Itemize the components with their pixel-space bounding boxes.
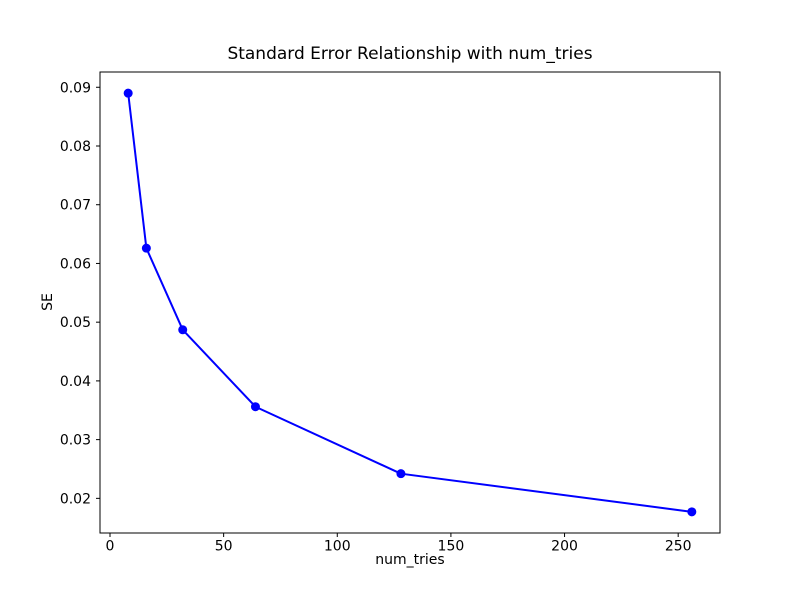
x-tick-label: 250 [665,539,692,555]
y-tick-label: 0.07 [60,198,91,214]
data-point-marker [178,325,188,335]
data-point-marker [141,243,151,253]
x-tick-label: 0 [106,539,115,555]
data-point-marker [250,402,260,412]
axes-frame [99,71,721,534]
y-tick-label: 0.04 [60,374,91,390]
x-tick-label: 50 [215,539,233,555]
y-tick-label: 0.02 [60,491,91,507]
y-tick-label: 0.06 [60,256,91,272]
series-line [127,92,693,513]
data-point-marker [396,469,406,479]
data-point-marker [687,507,697,517]
y-tick-label: 0.03 [60,433,91,449]
x-axis-label: num_tries [375,552,445,568]
data-point-marker [123,88,133,98]
y-tick-label: 0.08 [60,139,91,155]
chart-title: Standard Error Relationship with num_tri… [227,44,593,64]
y-tick-label: 0.09 [60,80,91,96]
y-tick-label: 0.05 [60,315,91,331]
x-tick-label: 150 [438,539,465,555]
x-tick-label: 200 [551,539,578,555]
x-tick-label: 100 [324,539,351,555]
